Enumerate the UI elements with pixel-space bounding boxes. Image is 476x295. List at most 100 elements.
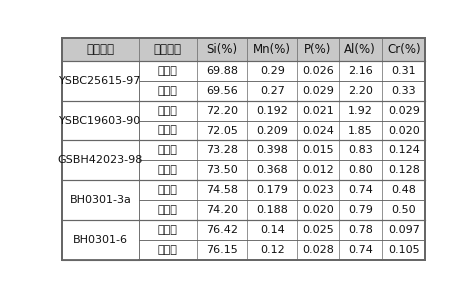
Bar <box>139 140 197 160</box>
Text: 73.28: 73.28 <box>206 145 238 155</box>
Text: 0.80: 0.80 <box>348 165 373 176</box>
Bar <box>382 220 426 240</box>
Text: 0.024: 0.024 <box>302 125 334 135</box>
Bar <box>197 200 247 220</box>
Text: 0.021: 0.021 <box>302 106 334 116</box>
Text: 0.33: 0.33 <box>391 86 416 96</box>
Text: 0.029: 0.029 <box>388 106 420 116</box>
Text: 0.31: 0.31 <box>391 65 416 76</box>
Text: 0.029: 0.029 <box>302 86 334 96</box>
Bar <box>338 140 382 160</box>
Bar <box>297 220 338 240</box>
Bar <box>197 38 247 61</box>
Bar <box>139 160 197 181</box>
Text: 测定值: 测定值 <box>158 165 178 176</box>
Text: 69.88: 69.88 <box>206 65 238 76</box>
Bar <box>382 81 426 101</box>
Text: 测定值: 测定值 <box>158 86 178 96</box>
Bar <box>247 200 297 220</box>
Text: Mn(%): Mn(%) <box>253 43 291 56</box>
Bar <box>297 160 338 181</box>
Text: 标准值: 标准值 <box>158 225 178 235</box>
Text: 0.097: 0.097 <box>388 225 420 235</box>
Bar <box>338 160 382 181</box>
Text: 0.188: 0.188 <box>256 205 288 215</box>
Bar <box>197 240 247 260</box>
Bar <box>62 101 139 140</box>
Text: 72.05: 72.05 <box>206 125 238 135</box>
Text: 1.92: 1.92 <box>348 106 373 116</box>
Text: YSBC25615-97: YSBC25615-97 <box>60 76 142 86</box>
Text: 0.025: 0.025 <box>302 225 334 235</box>
Text: 0.50: 0.50 <box>391 205 416 215</box>
Bar <box>297 200 338 220</box>
Text: 0.128: 0.128 <box>388 165 420 176</box>
Text: BH0301-6: BH0301-6 <box>73 235 128 245</box>
Bar <box>382 200 426 220</box>
Bar <box>297 140 338 160</box>
Bar <box>382 140 426 160</box>
Text: Si(%): Si(%) <box>207 43 238 56</box>
Bar <box>247 61 297 81</box>
Bar <box>382 61 426 81</box>
Bar <box>382 181 426 200</box>
Text: 0.78: 0.78 <box>348 225 373 235</box>
Text: 0.27: 0.27 <box>260 86 285 96</box>
Text: 测定值: 测定值 <box>158 125 178 135</box>
Bar <box>382 101 426 121</box>
Text: 0.020: 0.020 <box>302 205 334 215</box>
Bar <box>382 121 426 140</box>
Bar <box>139 101 197 121</box>
Bar <box>247 220 297 240</box>
Bar <box>338 101 382 121</box>
Text: 0.209: 0.209 <box>256 125 288 135</box>
Bar <box>139 240 197 260</box>
Bar <box>197 220 247 240</box>
Text: Cr(%): Cr(%) <box>387 43 420 56</box>
Bar <box>247 140 297 160</box>
Bar <box>139 200 197 220</box>
Text: 2.20: 2.20 <box>348 86 373 96</box>
Bar <box>139 121 197 140</box>
Text: 标准值: 标准值 <box>158 65 178 76</box>
Bar <box>338 240 382 260</box>
Text: 0.192: 0.192 <box>256 106 288 116</box>
Bar <box>247 81 297 101</box>
Text: 0.79: 0.79 <box>348 205 373 215</box>
Bar <box>197 181 247 200</box>
Text: 0.023: 0.023 <box>302 185 334 195</box>
Bar <box>297 240 338 260</box>
Text: 74.58: 74.58 <box>206 185 238 195</box>
Text: 0.12: 0.12 <box>260 245 285 255</box>
Text: 0.74: 0.74 <box>348 185 373 195</box>
Text: BH0301-3a: BH0301-3a <box>69 195 131 205</box>
Bar <box>297 38 338 61</box>
Text: 0.026: 0.026 <box>302 65 334 76</box>
Bar <box>297 181 338 200</box>
Text: 元素含量: 元素含量 <box>154 43 182 56</box>
Bar <box>297 81 338 101</box>
Text: 0.398: 0.398 <box>256 145 288 155</box>
Text: 0.83: 0.83 <box>348 145 373 155</box>
Bar <box>297 61 338 81</box>
Text: 0.179: 0.179 <box>256 185 288 195</box>
Text: 0.29: 0.29 <box>260 65 285 76</box>
Bar <box>197 61 247 81</box>
Bar <box>139 220 197 240</box>
Bar <box>139 61 197 81</box>
Bar <box>338 61 382 81</box>
Bar <box>62 220 139 260</box>
Text: 测定值: 测定值 <box>158 245 178 255</box>
Text: 69.56: 69.56 <box>206 86 238 96</box>
Text: 73.50: 73.50 <box>206 165 238 176</box>
Text: 0.74: 0.74 <box>348 245 373 255</box>
Bar <box>197 101 247 121</box>
Bar <box>247 38 297 61</box>
Bar <box>247 121 297 140</box>
Text: 标准值: 标准值 <box>158 185 178 195</box>
Bar <box>382 160 426 181</box>
Bar <box>62 61 139 101</box>
Bar <box>382 240 426 260</box>
Text: Al(%): Al(%) <box>344 43 376 56</box>
Bar <box>382 38 426 61</box>
